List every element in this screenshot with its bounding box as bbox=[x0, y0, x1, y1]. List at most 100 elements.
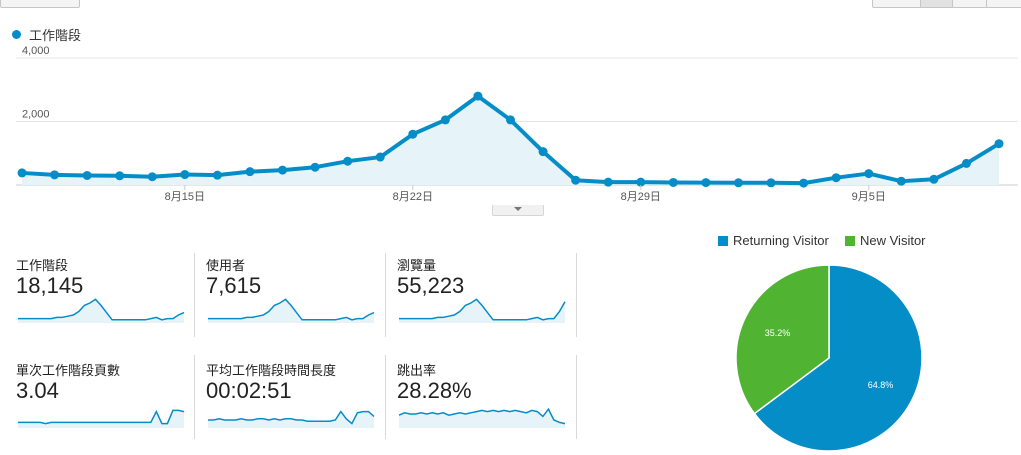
data-point bbox=[864, 169, 874, 179]
pie-slice-label: 64.8% bbox=[868, 380, 894, 390]
metric-value: 28.28% bbox=[397, 378, 472, 403]
sparkline-area bbox=[18, 410, 184, 428]
data-point bbox=[115, 171, 125, 181]
chart-expand-handle[interactable] bbox=[492, 205, 544, 216]
data-point bbox=[636, 177, 646, 187]
main-chart-legend[interactable]: 工作階段 bbox=[12, 25, 81, 44]
data-point bbox=[212, 170, 222, 180]
sparkline bbox=[18, 298, 185, 323]
sparkline-line bbox=[208, 410, 375, 425]
metric-label: 跳出率 bbox=[397, 363, 437, 378]
y-tick-label: 2,000 bbox=[22, 109, 50, 121]
data-point bbox=[896, 176, 906, 186]
metric-value: 55,223 bbox=[397, 273, 465, 298]
sparkline-area bbox=[208, 299, 374, 323]
x-tick-label: 8月15日 bbox=[165, 191, 205, 203]
metric-label: 瀏覽量 bbox=[397, 258, 437, 273]
sparkline-area bbox=[18, 299, 184, 323]
data-point bbox=[994, 139, 1004, 149]
pie-legend-label: New Visitor bbox=[860, 233, 926, 248]
sparkline-area bbox=[208, 411, 374, 428]
data-point bbox=[310, 162, 320, 172]
sparkline-area bbox=[399, 299, 565, 323]
view-toggle-button-1[interactable] bbox=[872, 0, 922, 8]
metric-label: 單次工作階段頁數 bbox=[16, 363, 121, 378]
data-point bbox=[245, 167, 255, 177]
metric-value: 7,615 bbox=[206, 273, 262, 298]
sparkline bbox=[398, 407, 566, 428]
sparkline-line bbox=[398, 407, 566, 425]
metric-label: 工作階段 bbox=[16, 258, 69, 273]
metric-divider bbox=[194, 355, 195, 439]
data-point bbox=[180, 170, 190, 180]
data-point bbox=[440, 115, 450, 125]
data-point bbox=[278, 165, 288, 175]
pie-legend-new[interactable]: New Visitor bbox=[845, 233, 926, 248]
main-chart-legend-label: 工作階段 bbox=[29, 28, 82, 43]
data-point bbox=[82, 170, 92, 180]
x-tick-label: 8月22日 bbox=[393, 191, 433, 203]
metric-divider bbox=[576, 253, 577, 337]
sparkline bbox=[18, 409, 185, 428]
metric-bounce-rate[interactable]: 跳出率 28.28% bbox=[397, 360, 577, 440]
series-dot-icon bbox=[12, 30, 21, 39]
pie-slice bbox=[735, 264, 830, 415]
data-point bbox=[375, 152, 385, 162]
data-point bbox=[799, 178, 809, 188]
pie-legend-label: Returning Visitor bbox=[733, 233, 829, 248]
data-point bbox=[147, 172, 157, 182]
data-point bbox=[571, 175, 581, 185]
metric-pages-per-session[interactable]: 單次工作階段頁數 3.04 bbox=[16, 360, 196, 440]
metric-divider bbox=[576, 355, 577, 439]
series-area bbox=[22, 96, 999, 185]
data-point bbox=[766, 178, 776, 188]
data-point bbox=[50, 170, 60, 180]
metric-avg-session-duration[interactable]: 平均工作階段時間長度 00:02:51 bbox=[206, 360, 386, 440]
view-toggle-button-4[interactable] bbox=[986, 0, 1021, 8]
data-point bbox=[408, 129, 418, 139]
data-point bbox=[929, 174, 939, 184]
metric-label: 使用者 bbox=[206, 258, 246, 273]
sessions-line-chart[interactable]: 2,000 4,000 8月15日 8月22日 8月29日 9月5日 bbox=[0, 45, 1021, 205]
x-tick-label: 8月29日 bbox=[621, 191, 661, 203]
metric-users[interactable]: 使用者 7,615 bbox=[206, 255, 386, 335]
sparkline-line bbox=[208, 298, 375, 321]
pie-slice-label: 35.2% bbox=[765, 328, 791, 338]
x-tick-label: 9月5日 bbox=[852, 191, 886, 203]
sparkline-line bbox=[18, 298, 185, 321]
chevron-down-icon bbox=[514, 207, 522, 211]
sparkline bbox=[399, 298, 566, 323]
metric-value: 3.04 bbox=[16, 378, 59, 403]
pie-slice bbox=[753, 264, 923, 452]
view-toggle-button-2[interactable] bbox=[920, 0, 954, 8]
sparkline-area bbox=[399, 409, 565, 428]
data-point bbox=[506, 115, 515, 125]
metric-pageviews[interactable]: 瀏覽量 55,223 bbox=[397, 255, 577, 335]
y-tick-label: 4,000 bbox=[22, 45, 50, 57]
metric-divider bbox=[385, 253, 386, 337]
metric-value: 00:02:51 bbox=[206, 378, 292, 403]
data-point bbox=[831, 173, 841, 183]
data-point bbox=[961, 158, 971, 168]
sparkline bbox=[208, 410, 375, 428]
data-point bbox=[343, 156, 353, 166]
legend-swatch-icon bbox=[845, 235, 855, 246]
pie-legend-returning[interactable]: Returning Visitor bbox=[718, 233, 829, 248]
legend-swatch-icon bbox=[718, 235, 728, 246]
visitor-type-pie-chart[interactable]: 64.8% 35.2% bbox=[733, 262, 925, 454]
data-point bbox=[701, 178, 711, 188]
metric-sessions[interactable]: 工作階段 18,145 bbox=[16, 255, 196, 335]
data-point bbox=[538, 147, 548, 157]
sparkline bbox=[208, 298, 375, 323]
view-toggle-button-3[interactable] bbox=[952, 0, 988, 8]
metric-divider bbox=[385, 355, 386, 439]
data-point bbox=[668, 177, 678, 187]
data-point bbox=[603, 177, 613, 187]
metric-divider bbox=[194, 253, 195, 337]
toolbar-button-left[interactable] bbox=[0, 0, 80, 8]
metric-label: 平均工作階段時間長度 bbox=[206, 363, 337, 378]
sparkline-line bbox=[18, 409, 185, 425]
metric-value: 18,145 bbox=[16, 273, 84, 298]
data-point bbox=[473, 91, 483, 101]
data-point bbox=[17, 168, 27, 178]
